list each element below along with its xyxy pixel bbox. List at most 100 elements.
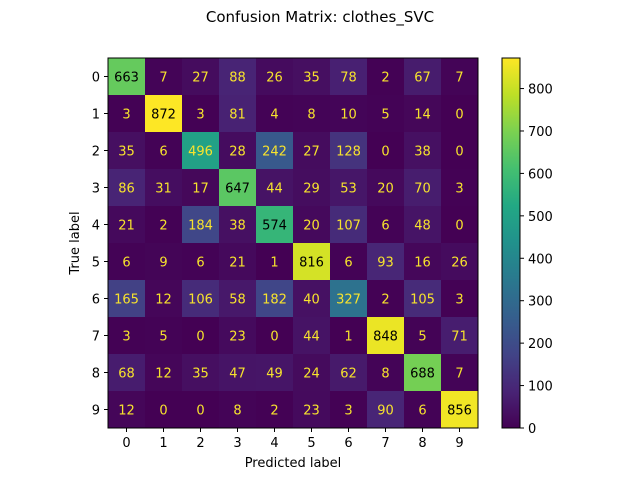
matrix-cell — [367, 95, 405, 133]
colorbar-tick-label: 400 — [528, 252, 553, 267]
matrix-cell — [404, 132, 442, 170]
cell-value-label: 6 — [418, 404, 426, 419]
colorbar-tick-label: 700 — [528, 125, 553, 140]
matrix-cells: 663 7 27 88 26 35 78 2 67 73 872 3 81 4 8 10 5 14 035 6 496 2… — [108, 58, 479, 429]
cell-value-label: 27 — [303, 145, 320, 160]
matrix-cell — [367, 280, 405, 318]
matrix-cell — [404, 169, 442, 207]
matrix-cell — [293, 391, 331, 429]
y-axis-ticks: 0 1 2 3 4 5 6 7 8 9 — [92, 71, 108, 419]
cell-value-label: 0 — [455, 219, 463, 234]
x-axis-title: Predicted label — [245, 456, 342, 471]
matrix-cell — [404, 243, 442, 281]
cell-value-label: 44 — [266, 182, 283, 197]
matrix-cell — [367, 58, 405, 96]
colorbar-tick-label: 200 — [528, 337, 553, 352]
cell-value-label: 86 — [118, 182, 135, 197]
x-tick-label: 7 — [381, 436, 389, 451]
cell-value-label: 5 — [159, 330, 167, 345]
matrix-cell — [182, 243, 220, 281]
y-axis-title: True label — [68, 211, 83, 275]
matrix-cell — [441, 280, 479, 318]
matrix-cell — [256, 243, 294, 281]
matrix-cell — [108, 169, 146, 207]
colorbar-tick-label: 0 — [528, 422, 536, 437]
cell-value-label: 6 — [122, 256, 130, 271]
colorbar-ticks: 0 100 200 300 400 500 600 700 800 — [520, 83, 553, 437]
matrix-cell — [219, 317, 257, 355]
cell-value-label: 35 — [303, 71, 320, 86]
cell-value-label: 8 — [307, 108, 315, 123]
cell-value-label: 48 — [414, 219, 431, 234]
cell-value-label: 647 — [225, 182, 250, 197]
matrix-cell — [293, 280, 331, 318]
matrix-cell — [330, 280, 368, 318]
cell-value-label: 23 — [303, 404, 320, 419]
cell-value-label: 20 — [377, 182, 394, 197]
cell-value-label: 6 — [159, 145, 167, 160]
cell-value-label: 2 — [381, 71, 389, 86]
y-tick-label: 8 — [92, 367, 100, 382]
cell-value-label: 47 — [229, 367, 246, 382]
matrix-cell — [182, 95, 220, 133]
matrix-cell — [256, 95, 294, 133]
cell-value-label: 9 — [159, 256, 167, 271]
matrix-cell — [367, 243, 405, 281]
matrix-cell — [441, 391, 479, 429]
matrix-cell — [182, 280, 220, 318]
cell-value-label: 29 — [303, 182, 320, 197]
matrix-cell — [367, 317, 405, 355]
cell-value-label: 1 — [270, 256, 278, 271]
cell-value-label: 107 — [336, 219, 361, 234]
matrix-cell — [145, 169, 183, 207]
matrix-cell — [441, 354, 479, 392]
cell-value-label: 816 — [299, 256, 324, 271]
cell-value-label: 27 — [192, 71, 209, 86]
cell-value-label: 0 — [381, 145, 389, 160]
matrix-cell — [404, 317, 442, 355]
cell-value-label: 242 — [262, 145, 287, 160]
cell-value-label: 78 — [340, 71, 357, 86]
matrix-cell — [441, 95, 479, 133]
matrix-cell — [293, 58, 331, 96]
matrix-cell — [108, 58, 146, 96]
cell-value-label: 38 — [229, 219, 246, 234]
matrix-cell — [219, 58, 257, 96]
matrix-cell — [293, 317, 331, 355]
x-axis-ticks: 0 1 2 3 4 5 6 7 8 9 — [122, 428, 464, 451]
x-tick-label: 5 — [307, 436, 315, 451]
cell-value-label: 3 — [344, 404, 352, 419]
cell-value-label: 23 — [229, 330, 246, 345]
matrix-cell — [293, 206, 331, 244]
matrix-cell — [404, 206, 442, 244]
matrix-cell — [108, 391, 146, 429]
matrix-cell — [330, 243, 368, 281]
matrix-cell — [219, 206, 257, 244]
colorbar — [501, 57, 521, 429]
cell-value-label: 12 — [118, 404, 135, 419]
cell-value-label: 165 — [114, 293, 139, 308]
cell-value-label: 49 — [266, 367, 283, 382]
cell-value-label: 88 — [229, 71, 246, 86]
cell-value-label: 24 — [303, 367, 320, 382]
matrix-cell — [219, 391, 257, 429]
cell-value-label: 8 — [233, 404, 241, 419]
cell-value-label: 8 — [381, 367, 389, 382]
matrix-cell — [256, 317, 294, 355]
x-tick-label: 8 — [418, 436, 426, 451]
cell-value-label: 7 — [159, 71, 167, 86]
cell-value-label: 90 — [377, 404, 394, 419]
matrix-cell — [256, 354, 294, 392]
cell-value-label: 21 — [118, 219, 135, 234]
matrix-cell — [108, 317, 146, 355]
matrix-cell — [182, 354, 220, 392]
matrix-cell — [256, 169, 294, 207]
cell-value-label: 0 — [270, 330, 278, 345]
cell-value-label: 12 — [155, 293, 172, 308]
matrix-cell — [219, 280, 257, 318]
cell-value-label: 496 — [188, 145, 213, 160]
matrix-cell — [367, 354, 405, 392]
matrix-cell — [108, 132, 146, 170]
cell-value-label: 7 — [455, 71, 463, 86]
